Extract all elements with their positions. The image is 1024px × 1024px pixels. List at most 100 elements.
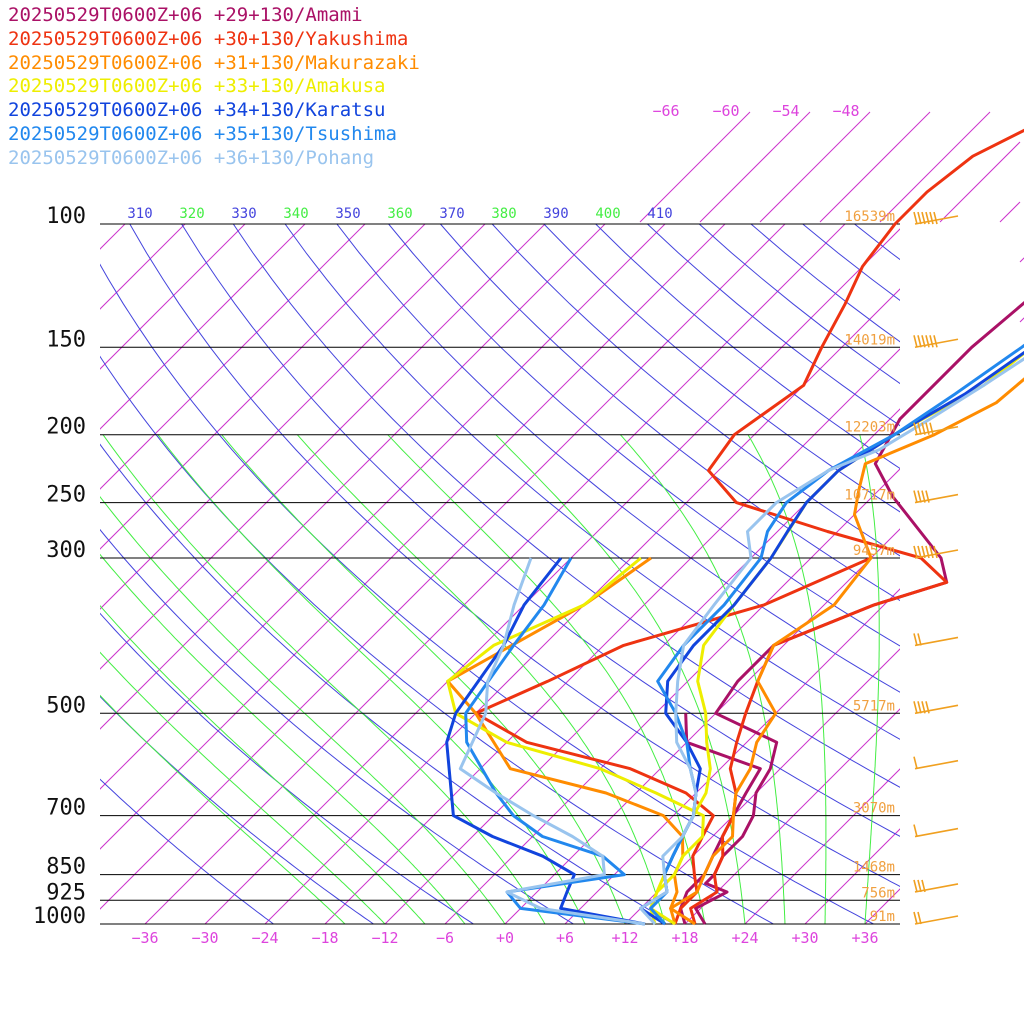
isotherm-line: [100, 224, 486, 610]
background-grid: [0, 224, 1024, 924]
temperature-line: [694, 301, 1024, 925]
legend-entry: 20250529T0600Z+06 +35+130/Tsushima: [8, 122, 397, 145]
moist-adiabat-line: [221, 434, 626, 924]
temperature-line: [639, 350, 1024, 926]
pressure-label: 200: [46, 415, 86, 440]
theta-label: 410: [647, 206, 672, 222]
axis-labels: 100 16539m 150 14019m 200 12203m 250 10717m 300 9…: [33, 102, 895, 947]
dry-adiabat-line: [595, 224, 900, 470]
temperature-tick-label: +24: [731, 929, 758, 947]
wind-barb: [913, 879, 959, 893]
dry-adiabat-line: [100, 778, 274, 924]
moist-adiabat-line: [157, 434, 586, 924]
isotherm-line: [985, 224, 1024, 924]
dry-adiabat-line: [388, 224, 900, 647]
temperature-tick-label: +30: [791, 929, 818, 947]
isotherm-label: −66: [652, 102, 679, 120]
isotherm-line: [264, 288, 900, 924]
height-label: 756m: [861, 885, 895, 901]
wind-barb: [913, 545, 959, 559]
temperature-series: [445, 128, 1024, 926]
wind-barbs: [913, 211, 959, 925]
isotherm-line: [639, 111, 751, 223]
isotherm-line: [1019, 257, 1024, 263]
isotherm-line: [684, 708, 900, 924]
wind-barb: [913, 422, 959, 436]
theta-label: 310: [127, 206, 152, 222]
dry-adiabat-line: [906, 224, 1024, 924]
theta-label: 390: [543, 206, 568, 222]
temperature-line: [639, 357, 1024, 926]
isotherm-line: [759, 111, 871, 223]
dry-adiabat-line: [750, 224, 900, 343]
dewpoint-line: [458, 557, 646, 926]
temperature-tick-label: +6: [556, 929, 574, 947]
moist-adiabat-line: [100, 553, 466, 924]
dewpoint-line: [474, 556, 872, 925]
dry-adiabat-line: [129, 224, 900, 888]
pressure-label: 250: [46, 483, 86, 508]
isotherm-label: −54: [772, 102, 799, 120]
isotherm-line: [384, 408, 900, 924]
theta-label: 400: [595, 206, 620, 222]
temperature-tick-label: −30: [191, 929, 218, 947]
isotherm-line: [0, 224, 5, 924]
wind-barb: [913, 211, 959, 225]
height-label: 14019m: [844, 332, 895, 348]
height-label: 91m: [870, 909, 895, 925]
isotherm-line: [100, 224, 366, 490]
theta-label: 360: [387, 206, 412, 222]
dewpoint-line: [445, 557, 646, 926]
temperature-tick-label: −36: [131, 929, 158, 947]
theta-label: 380: [491, 206, 516, 222]
pressure-label: 1000: [33, 904, 86, 929]
theta-label: 370: [439, 206, 464, 222]
dry-adiabat-line: [100, 528, 574, 924]
pressure-label: 850: [46, 855, 86, 880]
wind-barb: [913, 490, 959, 504]
legend-entry: 20250529T0600Z+06 +31+130/Makurazaki: [8, 51, 420, 74]
pressure-label: 100: [46, 204, 86, 229]
temperature-tick-label: +36: [851, 929, 878, 947]
isotherm-line: [100, 224, 666, 790]
legend: 20250529T0600Z+06 +29+130/Amami 20250529T…: [8, 4, 420, 171]
temperature-line: [649, 351, 1024, 926]
temperature-line: [689, 128, 1024, 925]
wind-barb: [913, 756, 959, 770]
isotherm-line: [624, 648, 900, 924]
temperature-tick-label: −18: [311, 929, 338, 947]
isotherm-line: [100, 224, 786, 910]
pressure-label: 300: [46, 538, 86, 563]
height-label: 9457m: [853, 543, 895, 559]
isotherm-line: [100, 224, 246, 370]
height-label: 10717m: [844, 488, 895, 504]
moist-adiabat-line: [620, 434, 786, 924]
theta-label: 320: [179, 206, 204, 222]
moist-adiabat-line: [747, 434, 827, 924]
upper-profile-area: [639, 111, 1024, 323]
isotherm-label: −60: [712, 102, 739, 120]
isobars: [100, 223, 900, 925]
moist-adiabat-line: [100, 694, 346, 924]
moist-adiabat-line: [495, 434, 746, 924]
isotherm-line: [819, 111, 931, 223]
theta-label: 340: [283, 206, 308, 222]
height-label: 16539m: [844, 209, 895, 225]
isotherm-line: [100, 224, 306, 430]
legend-entry: 20250529T0600Z+06 +29+130/Amami: [8, 4, 363, 26]
pressure-label: 150: [46, 327, 86, 352]
height-label: 5717m: [853, 698, 895, 714]
temperature-tick-label: −12: [371, 929, 398, 947]
wind-barb: [913, 911, 959, 925]
wind-barb: [913, 824, 959, 838]
isotherm-line: [204, 228, 900, 924]
legend-entry: 20250529T0600Z+06 +36+130/Pohang: [8, 146, 375, 169]
moist-adiabat-line: [100, 495, 506, 924]
isotherm-line: [144, 224, 846, 924]
pressure-label: 925: [46, 880, 86, 905]
isotherm-line: [100, 224, 186, 310]
dewpoint-line: [446, 556, 705, 925]
dry-adiabat-line: [543, 224, 900, 513]
wind-barb: [913, 335, 959, 349]
temperature-tick-label: +12: [611, 929, 638, 947]
